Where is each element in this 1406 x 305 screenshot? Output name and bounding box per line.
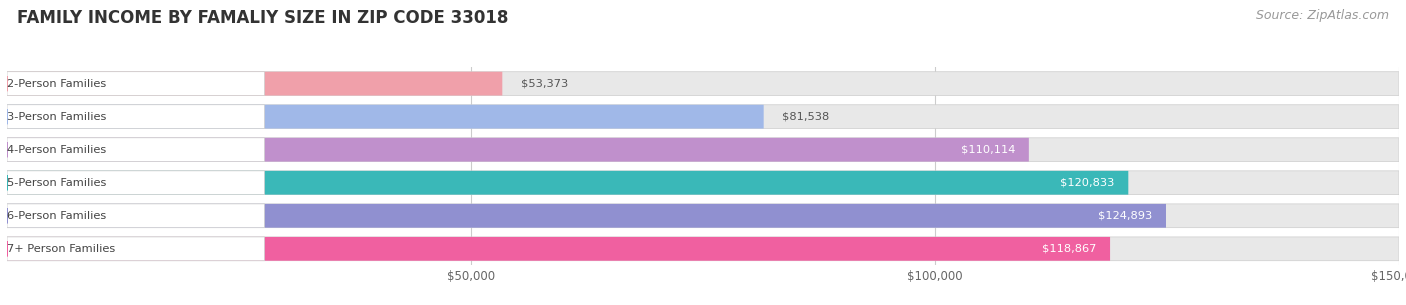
FancyBboxPatch shape: [7, 138, 1399, 162]
FancyBboxPatch shape: [7, 105, 264, 129]
Text: Source: ZipAtlas.com: Source: ZipAtlas.com: [1256, 9, 1389, 22]
FancyBboxPatch shape: [7, 72, 1399, 95]
Text: 3-Person Families: 3-Person Families: [7, 112, 107, 122]
FancyBboxPatch shape: [7, 171, 1128, 195]
Text: $120,833: $120,833: [1060, 178, 1115, 188]
Text: 7+ Person Families: 7+ Person Families: [7, 244, 115, 254]
Text: $53,373: $53,373: [520, 79, 568, 89]
FancyBboxPatch shape: [7, 171, 264, 195]
FancyBboxPatch shape: [7, 138, 264, 162]
FancyBboxPatch shape: [7, 237, 1111, 261]
FancyBboxPatch shape: [7, 237, 1399, 261]
Text: $124,893: $124,893: [1098, 211, 1152, 221]
Text: $118,867: $118,867: [1042, 244, 1097, 254]
FancyBboxPatch shape: [7, 171, 1399, 195]
Text: 2-Person Families: 2-Person Families: [7, 79, 107, 89]
FancyBboxPatch shape: [7, 204, 1166, 228]
Text: 5-Person Families: 5-Person Families: [7, 178, 107, 188]
Text: 4-Person Families: 4-Person Families: [7, 145, 107, 155]
FancyBboxPatch shape: [7, 105, 1399, 129]
Text: FAMILY INCOME BY FAMALIY SIZE IN ZIP CODE 33018: FAMILY INCOME BY FAMALIY SIZE IN ZIP COD…: [17, 9, 508, 27]
FancyBboxPatch shape: [7, 204, 1399, 228]
FancyBboxPatch shape: [7, 105, 763, 129]
FancyBboxPatch shape: [7, 72, 502, 95]
Text: $81,538: $81,538: [782, 112, 830, 122]
FancyBboxPatch shape: [7, 204, 264, 228]
Text: 6-Person Families: 6-Person Families: [7, 211, 107, 221]
Text: $110,114: $110,114: [960, 145, 1015, 155]
FancyBboxPatch shape: [7, 138, 1029, 162]
FancyBboxPatch shape: [7, 237, 264, 261]
FancyBboxPatch shape: [7, 72, 264, 95]
